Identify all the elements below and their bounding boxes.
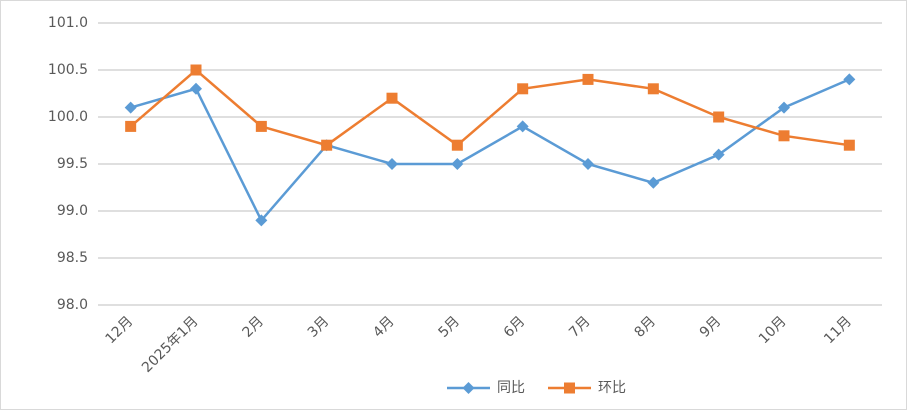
data-point: [321, 139, 333, 151]
y-tick-label: 100.5: [48, 62, 88, 78]
data-point: [712, 148, 725, 161]
data-point: [647, 176, 660, 189]
data-point: [516, 120, 529, 133]
data-point: [255, 120, 267, 132]
data-point: [451, 158, 464, 170]
y-tick-label: 99.0: [57, 203, 88, 219]
series-line: [129, 68, 850, 147]
data-point: [778, 130, 790, 142]
data-point: [190, 82, 202, 95]
data-point: [713, 111, 725, 123]
legend-label: 同比: [497, 380, 525, 396]
y-tick-label: 101.0: [48, 15, 88, 31]
y-tick-label: 100.0: [48, 109, 88, 125]
legend-marker: [564, 382, 575, 394]
data-point: [582, 158, 594, 170]
data-point: [386, 158, 398, 170]
data-point: [255, 214, 268, 227]
legend-item: 环比: [548, 380, 626, 396]
data-point: [843, 73, 856, 86]
series-line: [130, 78, 850, 223]
data-point: [647, 83, 659, 95]
data-point: [778, 101, 790, 114]
data-point: [582, 73, 594, 85]
y-tick-label: 98.0: [57, 297, 88, 313]
y-tick-label: 99.5: [57, 156, 88, 172]
data-point: [451, 139, 463, 151]
data-point: [843, 139, 855, 151]
data-point: [125, 120, 137, 132]
data-point: [517, 83, 529, 95]
data-point: [386, 92, 398, 104]
legend-item: 同比: [447, 380, 525, 396]
data-point: [190, 64, 202, 76]
data-point: [124, 101, 137, 114]
legend-marker: [462, 382, 475, 394]
legend-label: 环比: [598, 380, 626, 396]
y-tick-label: 98.5: [57, 250, 88, 266]
